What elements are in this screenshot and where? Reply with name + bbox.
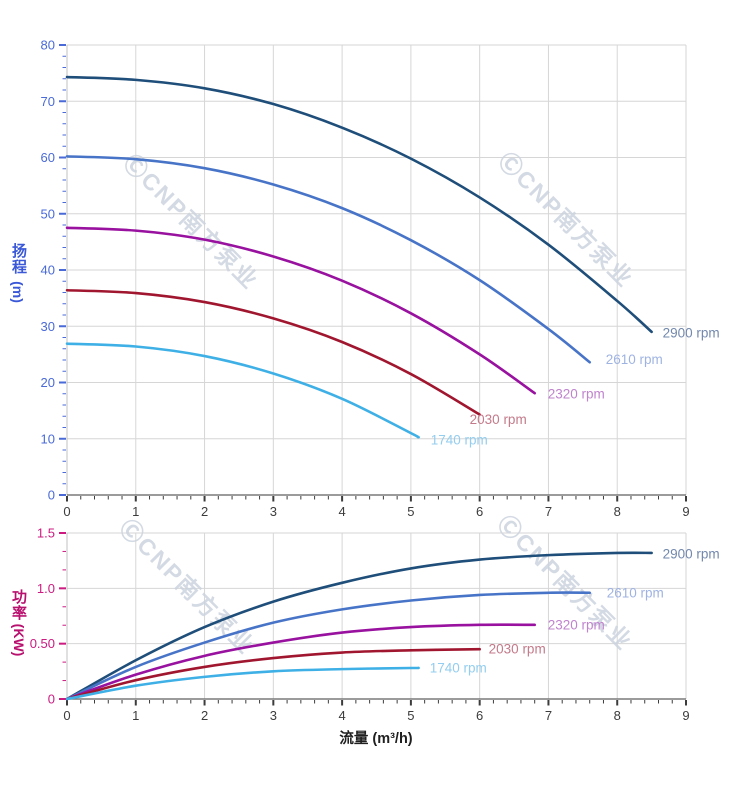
head-x-tick-label: 9 <box>682 504 689 519</box>
head-y-tick-label: 10 <box>41 431 55 446</box>
head-axis-unit: (m) <box>10 281 26 303</box>
power-x-tick-label: 6 <box>476 708 483 723</box>
power-y-tick-label: 1.5 <box>37 526 55 541</box>
head-y-tick-label: 70 <box>41 94 55 109</box>
power-y-tick-label: 0.50 <box>30 636 55 651</box>
curve-2610-rpm-power <box>65 591 592 701</box>
head-y-tick-label: 20 <box>41 375 55 390</box>
brand-watermark: ⒸCNP南方泵业 <box>492 510 637 655</box>
power-x-tick-label: 3 <box>270 708 277 723</box>
curve-2030-rpm-head <box>65 288 481 416</box>
head-y-tick-label: 0 <box>48 488 55 503</box>
curve-2900-rpm-power <box>65 551 653 701</box>
head-y-tick-label: 60 <box>41 150 55 165</box>
curve-2030-rpm-power <box>65 647 481 701</box>
head-y-tick-label: 50 <box>41 206 55 221</box>
head-x-tick-label: 6 <box>476 504 483 519</box>
head-x-tick-label: 7 <box>545 504 552 519</box>
curve-2610-rpm-head <box>65 155 592 364</box>
head-x-tick-label: 5 <box>407 504 414 519</box>
curve-label-2900-rpm-head: 2900 rpm <box>663 325 720 340</box>
head-y-tick-label: 80 <box>41 38 55 53</box>
curve-2900-rpm-head <box>65 75 653 334</box>
power-x-tick-label: 2 <box>201 708 208 723</box>
flow-axis-title: 流量 (m³/h) <box>339 731 413 747</box>
head-x-tick-label: 8 <box>614 504 621 519</box>
curve-label-1740-rpm-power: 1740 rpm <box>430 661 487 676</box>
head-x-tick-label: 1 <box>132 504 139 519</box>
curve-label-1740-rpm-head: 1740 rpm <box>431 433 488 448</box>
head-x-tick-label: 3 <box>270 504 277 519</box>
curve-1740-rpm-power <box>65 666 420 701</box>
head-y-tick-label: 30 <box>41 319 55 334</box>
head-x-tick-label: 0 <box>63 504 70 519</box>
axes: 0 10 20 30 40 50 60 70 80 0 1 2 3 4 5 6 7 8 9 0 0.50 1.0 1.5 0 1… <box>30 38 690 724</box>
power-x-tick-label: 7 <box>545 708 552 723</box>
power-x-tick-label: 1 <box>132 708 139 723</box>
curve-2320-rpm-head <box>65 226 536 395</box>
head-x-tick-label: 2 <box>201 504 208 519</box>
power-y-tick-label: 0 <box>48 692 55 707</box>
power-axis-title: 功率 <box>10 589 27 621</box>
head-axis-title: 扬程 <box>10 243 27 275</box>
curve-1740-rpm-head <box>65 342 420 439</box>
curve-label-2900-rpm-power: 2900 rpm <box>663 546 720 561</box>
curve-label-2610-rpm-power: 2610 rpm <box>607 585 664 600</box>
power-x-tick-label: 4 <box>338 708 345 723</box>
power-x-tick-label: 0 <box>63 708 70 723</box>
head-y-tick-label: 40 <box>41 263 55 278</box>
curve-2320-rpm-power <box>65 623 536 701</box>
power-x-tick-label: 8 <box>614 708 621 723</box>
power-x-tick-label: 5 <box>407 708 414 723</box>
curve-label-2030-rpm-power: 2030 rpm <box>489 642 546 657</box>
curve-label-2610-rpm-head: 2610 rpm <box>606 352 663 367</box>
power-x-tick-label: 9 <box>682 708 689 723</box>
curve-label-2030-rpm-head: 2030 rpm <box>470 412 527 427</box>
curve-label-2320-rpm-power: 2320 rpm <box>548 617 605 632</box>
curve-label-2320-rpm-head: 2320 rpm <box>548 387 605 402</box>
brand-watermark: ⒸCNP南方泵业 <box>118 149 263 294</box>
power-axis-unit: (KW) <box>11 623 27 657</box>
head-x-tick-label: 4 <box>338 504 345 519</box>
curves <box>65 75 653 701</box>
power-y-tick-label: 1.0 <box>37 581 55 596</box>
